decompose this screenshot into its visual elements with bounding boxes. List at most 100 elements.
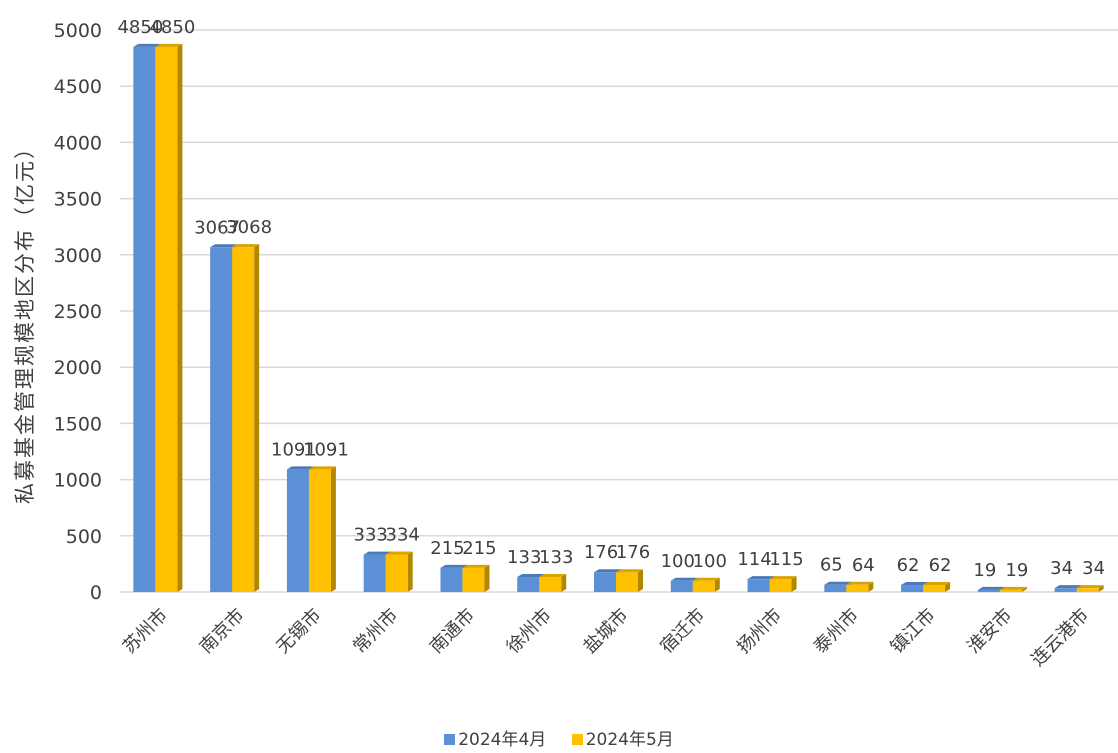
bar-side: [791, 576, 797, 592]
bar-front: [517, 577, 540, 592]
legend-swatch-icon: [444, 734, 456, 745]
bar: [155, 43, 183, 593]
bar-side: [484, 564, 490, 592]
y-tick-label: 3000: [54, 245, 102, 267]
bar-top: [210, 244, 238, 248]
bar-front: [308, 469, 331, 592]
bar-front: [901, 585, 924, 592]
x-tick-label: 无锡市: [272, 605, 325, 658]
bar-side: [254, 244, 260, 592]
bar-top: [670, 577, 698, 581]
bar-front: [824, 584, 847, 592]
bar: [308, 466, 336, 592]
data-label: 1091: [303, 439, 349, 460]
bar-side: [714, 577, 720, 592]
bar-front: [692, 580, 715, 592]
x-tick-label: 连云港市: [1027, 605, 1093, 671]
bar-top: [539, 574, 567, 578]
bar-top: [923, 582, 951, 586]
bar-front: [286, 469, 309, 592]
bar-top: [286, 466, 314, 470]
bar-top: [769, 576, 797, 580]
y-tick-label: 2500: [54, 301, 102, 323]
bar-top: [363, 551, 391, 555]
x-tick-label: 镇江市: [887, 605, 940, 658]
bar-side: [868, 581, 874, 592]
x-tick-label: 南通市: [426, 605, 479, 658]
data-label: 100: [661, 551, 695, 572]
bar-top: [385, 551, 413, 555]
x-axis-ticks: 苏州市 南京市 无锡市 常州市 南通市 徐州市 盐城市 宿迁市 扬州市 泰州市 镇江市 淮安市 连云港市: [119, 605, 1093, 671]
data-label: 1091: [271, 439, 317, 460]
bar-top: [692, 577, 720, 581]
bar: [616, 569, 643, 592]
bar-top: [232, 244, 260, 248]
y-tick-label: 0: [90, 582, 102, 604]
data-label: 34: [1050, 558, 1073, 579]
x-tick-label: 泰州市: [810, 605, 863, 658]
bar-front: [155, 46, 178, 593]
data-label: 133: [539, 547, 573, 568]
bar-top: [1076, 585, 1104, 589]
bar-top: [1054, 585, 1082, 589]
bar-front: [977, 589, 1000, 592]
y-tick-label: 500: [66, 526, 102, 548]
bar-front: [1054, 588, 1077, 592]
bar: [923, 582, 951, 592]
y-axis-ticks: 0 500 1000 1500 2000 2500 3000 3500 4000 4500 5000: [54, 20, 102, 604]
bar: [462, 564, 490, 592]
bar-front: [385, 554, 408, 592]
bar-top: [440, 564, 468, 568]
data-label: 115: [769, 549, 803, 570]
legend-item-series-2: 2024年5月: [571, 725, 674, 750]
bar-front: [462, 567, 485, 592]
data-label: 3068: [226, 217, 272, 238]
y-tick-label: 5000: [54, 20, 102, 42]
bar-top: [517, 574, 545, 578]
bar-front: [923, 585, 946, 592]
data-label: 133: [507, 547, 541, 568]
bar-front: [363, 554, 386, 592]
data-label: 215: [462, 538, 496, 559]
legend-swatch-icon: [571, 734, 583, 745]
bar-front: [999, 589, 1022, 592]
bar-top: [846, 581, 874, 585]
data-label: 64: [852, 555, 875, 576]
bar-front: [670, 580, 693, 592]
y-tick-label: 4000: [54, 132, 102, 154]
bar: [1076, 585, 1104, 592]
x-tick-label: 苏州市: [119, 605, 172, 658]
data-label: 100: [693, 551, 727, 572]
bars: [133, 43, 1104, 593]
bar-top: [616, 569, 643, 573]
data-label: 215: [430, 538, 464, 559]
legend-label: 2024年4月: [458, 730, 547, 750]
y-tick-label: 1000: [54, 470, 102, 492]
data-label: 62: [897, 555, 920, 576]
bar-front: [616, 572, 638, 592]
y-tick-label: 4500: [54, 76, 102, 98]
data-label: 334: [386, 524, 420, 545]
gridlines: [120, 29, 1118, 593]
bar: [539, 574, 567, 592]
bar: [846, 581, 874, 592]
bar-side: [945, 582, 951, 592]
bar-front: [133, 46, 156, 593]
x-tick-label: 宿迁市: [656, 605, 709, 658]
bar-front: [210, 247, 233, 592]
data-label: 19: [1005, 560, 1028, 581]
data-label: 333: [354, 525, 388, 546]
legend: 2024年4月 2024年5月: [0, 725, 1118, 750]
bar: [385, 551, 413, 592]
x-tick-label: 淮安市: [963, 605, 1016, 658]
y-tick-label: 2000: [54, 357, 102, 379]
data-label: 65: [820, 555, 843, 576]
data-label: 4850: [149, 17, 195, 38]
data-label: 176: [616, 542, 650, 563]
x-tick-label: 盐城市: [580, 605, 633, 658]
x-tick-label: 常州市: [349, 605, 402, 658]
x-tick-label: 徐州市: [503, 605, 556, 658]
data-label: 3067: [194, 217, 240, 238]
